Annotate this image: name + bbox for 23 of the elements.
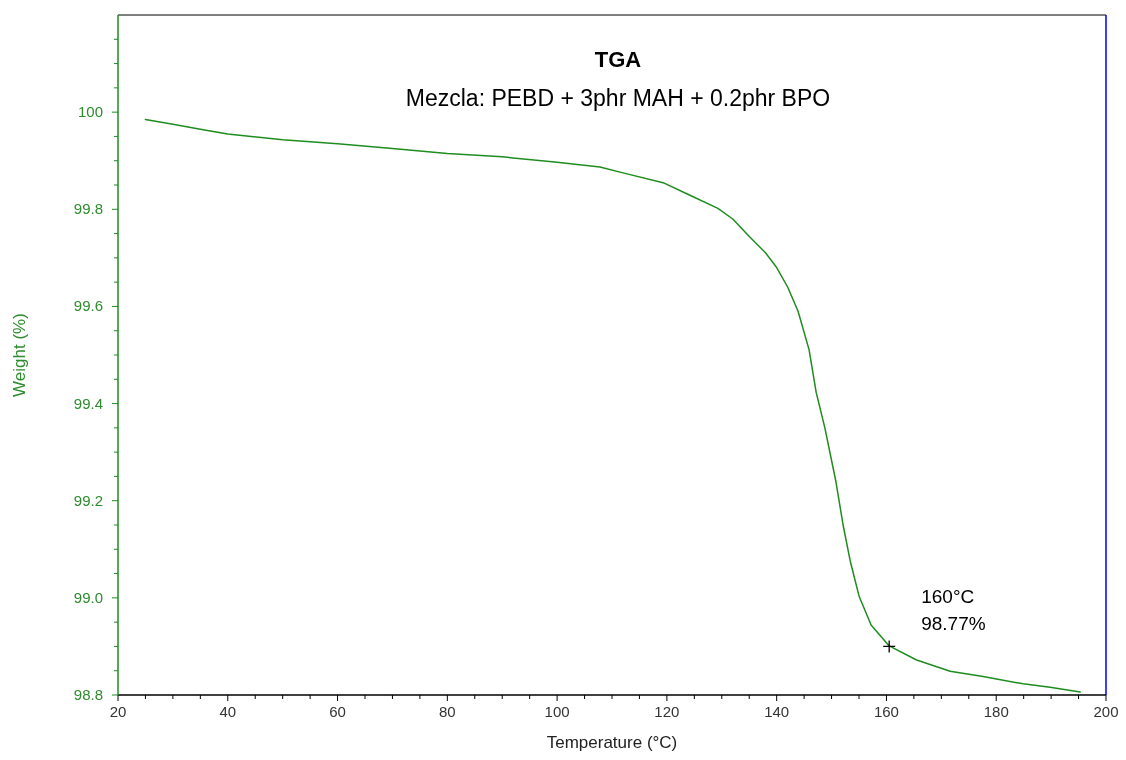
x-tick-label: 60 [329, 703, 346, 720]
x-tick-label: 20 [109, 703, 127, 720]
y-tick-label: 99.6 [73, 297, 103, 315]
x-tick-label: 80 [438, 703, 456, 720]
y-tick-label: 99.4 [73, 394, 103, 412]
x-tick-label: 100 [544, 703, 570, 720]
y-tick-label: 99.2 [73, 491, 103, 509]
x-tick-label: 160 [873, 703, 899, 720]
text: Mezcla: PEBD + 3phr MAH + 0.2phr BPO [405, 85, 831, 111]
x-tick-label: 140 [764, 703, 790, 720]
x-axis-title: Temperature (°C) [546, 733, 678, 752]
y-tick-label: 99.0 [73, 588, 103, 606]
text: TGA [594, 47, 642, 72]
x-tick-label: 180 [983, 703, 1009, 720]
x-tick-label: 40 [219, 703, 237, 720]
y-tick-label: 100 [77, 103, 103, 121]
annotation: 160°C 98.77% [921, 586, 986, 635]
y-tick-label: 98.8 [73, 686, 103, 703]
y-tick-label: 99.8 [73, 200, 103, 218]
x-tick-label: 200 [1093, 703, 1119, 720]
x-tick-label: 120 [654, 703, 680, 720]
y-axis-title: Weight (%) [10, 313, 29, 397]
line-series [144, 118, 1081, 693]
